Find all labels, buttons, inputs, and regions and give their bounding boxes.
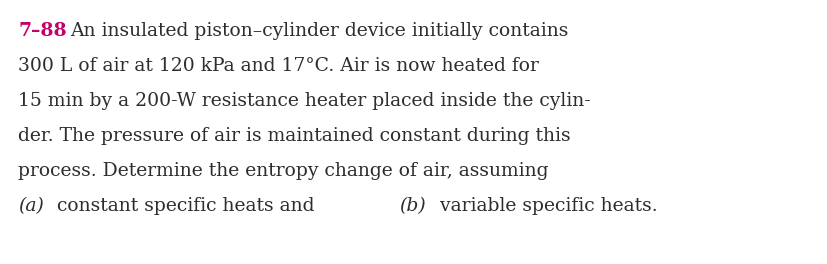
Text: process. Determine the entropy change of air, assuming: process. Determine the entropy change of… [18,162,547,180]
Text: 300 L of air at 120 kPa and 17°C. Air is now heated for: 300 L of air at 120 kPa and 17°C. Air is… [18,57,538,75]
Text: (a): (a) [18,197,44,215]
Text: der. The pressure of air is maintained constant during this: der. The pressure of air is maintained c… [18,127,570,145]
Text: (b): (b) [399,197,425,215]
Text: 7–88: 7–88 [18,22,66,40]
Text: An insulated piston–cylinder device initially contains: An insulated piston–cylinder device init… [70,22,567,40]
Text: variable specific heats.: variable specific heats. [433,197,657,215]
Text: 15 min by a 200-W resistance heater placed inside the cylin-: 15 min by a 200-W resistance heater plac… [18,92,590,110]
Text: constant specific heats and: constant specific heats and [51,197,321,215]
